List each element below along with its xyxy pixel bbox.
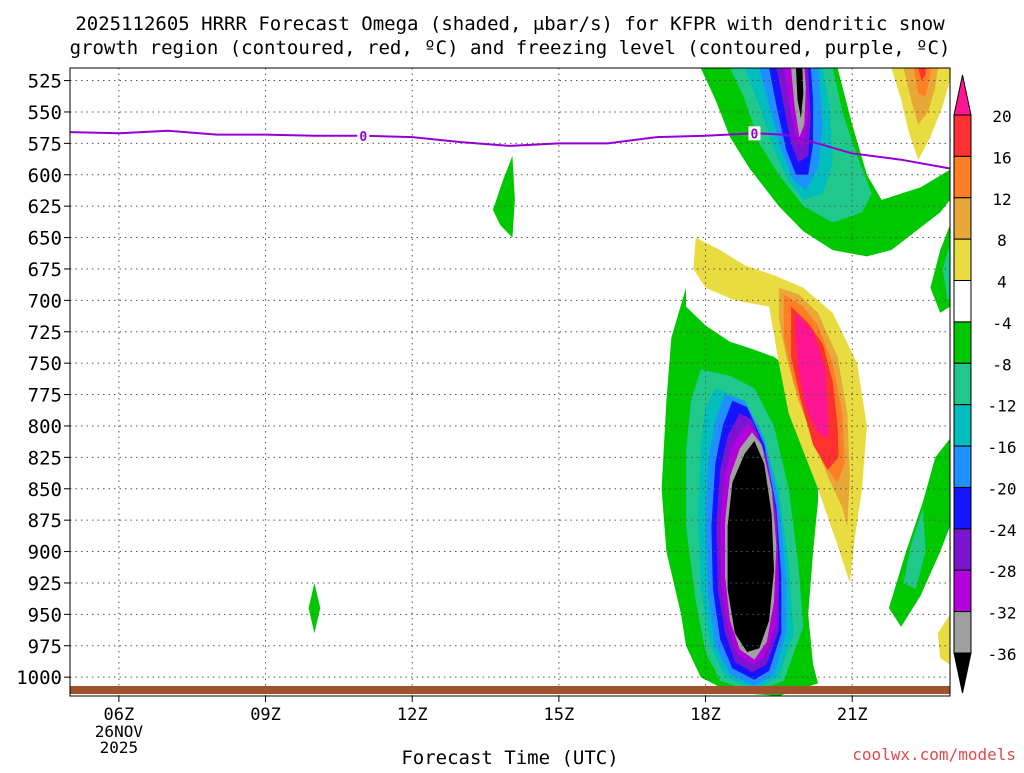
y-tick-label: 800: [28, 416, 62, 438]
watermark: coolwx.com/models: [852, 745, 1016, 764]
omega-region-up-sub-orange: [913, 68, 931, 97]
omega-shading: [308, 68, 950, 696]
y-tick-label: 925: [28, 573, 62, 595]
y-tick-label: 675: [28, 259, 62, 281]
colorbar-label: -28: [988, 562, 1017, 581]
y-tick-label: 975: [28, 636, 62, 658]
colorbar-swatch: [953, 611, 972, 654]
omega-region-patch-0930: [308, 583, 321, 634]
colorbar-top-triangle: [953, 74, 972, 116]
y-tick-label: 600: [28, 165, 62, 187]
freezing-level-label: 0: [359, 130, 367, 145]
omega-region-edge-yellow-low: [937, 614, 950, 665]
colorbar-swatch: [953, 445, 972, 488]
colorbar-label: 20: [992, 107, 1011, 126]
colorbar-swatch: [953, 528, 972, 571]
grid-lines: [70, 68, 950, 696]
x-tick-label: 09Z: [250, 705, 281, 725]
x-tick-sublabel: 26NOV: [95, 722, 144, 741]
x-tick-label: 21Z: [837, 705, 868, 725]
omega-region-edge-teal-upper: [942, 243, 950, 301]
colorbar-swatch: [953, 404, 972, 447]
colorbar-swatch: [953, 155, 972, 199]
omega-region-edge-teal-mid: [903, 507, 926, 590]
colorbar-swatch: [953, 362, 972, 406]
colorbar-label: 16: [992, 148, 1011, 167]
colorbar-bottom-triangle: [953, 652, 972, 694]
y-tick-label: 875: [28, 510, 62, 532]
omega-region-up-black: [796, 68, 804, 119]
colorbar-label: -32: [988, 604, 1017, 623]
colorbar-swatch: [953, 197, 972, 240]
colorbar-label: -4: [992, 314, 1011, 333]
freezing-label-bg: [357, 128, 370, 143]
colorbar-swatch: [953, 569, 972, 613]
colorbar-label: 8: [997, 231, 1007, 250]
freezing-level-line: [69, 129, 951, 170]
colorbar-label: -8: [992, 355, 1011, 374]
terrain-strip: [70, 686, 950, 694]
y-tick-label: 575: [28, 133, 62, 155]
freezing-label-bg: [748, 126, 761, 141]
omega-region-asc-black: [727, 441, 774, 652]
colorbar-label: -20: [988, 479, 1017, 498]
x-tick-label: 15Z: [544, 705, 575, 725]
colorbar-swatch: [953, 238, 972, 282]
colorbar-swatch: [953, 280, 972, 323]
y-tick-label: 1000: [16, 667, 62, 689]
y-tick-label: 700: [28, 290, 62, 312]
colorbar-label: 12: [992, 190, 1011, 209]
chart-title-line-1: 2025112605 HRRR Forecast Omega (shaded, …: [75, 13, 945, 35]
y-tick-label: 525: [28, 71, 62, 93]
y-tick-label: 900: [28, 542, 62, 564]
colorbar-label: -24: [988, 521, 1017, 540]
chart-title-line-2: growth region (contoured, red, ºC) and f…: [70, 37, 951, 59]
omega-region-patch-1400: [492, 155, 515, 238]
y-tick-label: 725: [28, 322, 62, 344]
y-tick-label: 550: [28, 102, 62, 124]
omega-region-sub-yellow: [693, 237, 867, 583]
plot-frame: [69, 67, 951, 697]
colorbar-swatch: [953, 321, 972, 364]
colorbar-label: 4: [997, 273, 1007, 292]
colorbar-label: -36: [988, 645, 1017, 664]
x-tick-label: 06Z: [104, 705, 135, 725]
colorbar: 20 16 12 8 4 -4 -8 -12 -16 -20 -24 -28 -32 -36: [953, 74, 1017, 694]
omega-region-up-sub-red: [918, 68, 926, 81]
omega-region-up-sub-gold: [903, 68, 938, 125]
y-tick-label: 625: [28, 196, 62, 218]
x-tick-label: 18Z: [690, 705, 721, 725]
colorbar-label: -12: [988, 397, 1017, 416]
x-axis-title: Forecast Time (UTC): [401, 747, 618, 768]
colorbar-label: -16: [988, 438, 1017, 457]
colorbar-swatch: [953, 486, 972, 530]
y-tick-label: 650: [28, 228, 62, 250]
y-tick-label: 775: [28, 385, 62, 407]
x-tick-sublabel: 2025: [100, 738, 139, 757]
y-tick-label: 750: [28, 353, 62, 375]
colorbar-swatch: [953, 114, 972, 157]
y-axis: 525 550 575 600 625 650 675 700 725 750 775 800 825 8…: [16, 71, 70, 689]
freezing-level-label: 0: [751, 127, 759, 142]
y-tick-label: 850: [28, 479, 62, 501]
x-tick-label: 12Z: [397, 705, 428, 725]
y-tick-label: 950: [28, 604, 62, 626]
omega-region-sub-magenta: [796, 312, 828, 439]
y-tick-label: 825: [28, 447, 62, 469]
